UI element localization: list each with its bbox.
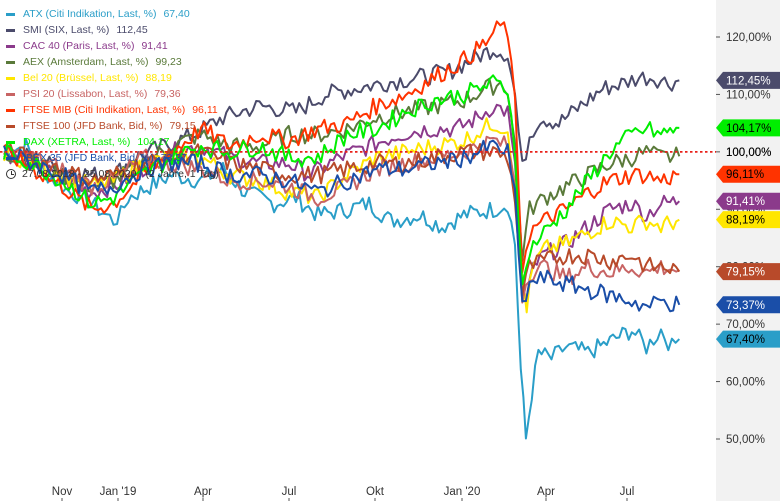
legend-item-5[interactable]: PSI 20 (Lissabon, Last, %) 79,36 [6, 86, 219, 102]
series-layer [3, 20, 681, 440]
legend-swatch [6, 44, 15, 48]
y-tick-label: 100,00% [726, 147, 771, 159]
end-label-reference: 100,00% [726, 147, 771, 159]
legend-item-1[interactable]: SMI (SIX, Last, %) 112,45 [6, 22, 219, 38]
legend-item-6[interactable]: FTSE MIB (Citi Indikation, Last, %) 96,11 [6, 102, 219, 118]
legend-swatch [6, 156, 15, 160]
legend-value: 79,15 [169, 120, 196, 132]
y-tick-label: 70,00% [726, 319, 765, 331]
legend-label: PSI 20 (Lissabon, Last, %) [23, 88, 148, 100]
y-tick-label: 120,00% [726, 32, 771, 44]
legend-label: ATX (Citi Indikation, Last, %) [23, 8, 157, 20]
legend-value: 99,23 [155, 56, 182, 68]
x-tick-label: Apr [537, 486, 555, 498]
legend-swatch [6, 76, 15, 80]
legend-value: 73,37 [160, 152, 187, 164]
end-label-9-badge [716, 296, 780, 314]
series-line-9 [3, 139, 681, 313]
legend-value: 104,17 [137, 136, 170, 148]
legend-swatch [6, 60, 15, 64]
x-tick-label: Jan '20 [444, 486, 481, 498]
legend-label: IBEX 35 (JFD Bank, Bid, %) [23, 152, 154, 164]
legend-value: 88,19 [145, 72, 172, 84]
legend-label: AEX (Amsterdam, Last, %) [23, 56, 149, 68]
date-range-extra: (2 Jahre, 1 Tag) [145, 168, 219, 180]
legend-swatch [6, 92, 15, 96]
end-label-6-badge [716, 165, 780, 183]
end-label-6: 96,11% [726, 169, 764, 181]
x-tick-label: Okt [366, 486, 385, 498]
end-labels: 112,45% 104,17% 100,00% 96,11% 91,41% 88,19% 7… [716, 71, 780, 348]
x-tick-label: Jul [282, 486, 297, 498]
end-label-0-badge [716, 330, 780, 348]
end-label-2-badge [716, 192, 780, 210]
legend-item-4[interactable]: Bel 20 (Brüssel, Last, %) 88,19 [6, 70, 219, 86]
legend-value: 91,41 [141, 40, 168, 52]
y-tick-label: 110,00% [726, 89, 771, 101]
series-line-7 [3, 143, 681, 297]
end-label-8-badge [716, 119, 780, 137]
x-tick-label: Apr [194, 486, 212, 498]
legend-label: FTSE 100 (JFD Bank, Bid, %) [23, 120, 163, 132]
end-label-4: 88,19% [726, 215, 765, 227]
legend-value: 79,36 [154, 88, 181, 100]
series-line-4 [3, 117, 680, 314]
legend-item-7[interactable]: FTSE 100 (JFD Bank, Bid, %) 79,15 [6, 118, 219, 134]
legend-label: DAX (XETRA, Last, %) [23, 136, 131, 148]
legend-swatch [6, 124, 15, 128]
date-range-label: 27.08.2018 - 25.08.2020 [22, 168, 137, 180]
y-tick-label: 50,00% [726, 434, 765, 446]
legend-label: FTSE MIB (Citi Indikation, Last, %) [23, 104, 186, 116]
end-label-8: 104,17% [726, 123, 771, 135]
end-label-1-badge [716, 71, 780, 89]
end-label-1: 112,45% [726, 75, 771, 87]
series-line-8 [3, 74, 680, 286]
legend-swatch [6, 12, 15, 16]
x-tick-label: Nov [52, 486, 73, 498]
end-label-7-badge [716, 263, 780, 281]
legend-item-0[interactable]: ATX (Citi Indikation, Last, %) 67,40 [6, 6, 219, 22]
legend-value: 96,11 [192, 104, 218, 116]
x-tick-label: Jan '19 [100, 486, 137, 498]
legend-swatch [6, 140, 15, 144]
legend-value: 67,40 [163, 8, 190, 20]
legend-label: SMI (SIX, Last, %) [23, 24, 110, 36]
legend-swatch [6, 108, 15, 112]
end-label-9: 73,37% [726, 300, 765, 312]
legend-item-9[interactable]: IBEX 35 (JFD Bank, Bid, %) 73,37 [6, 150, 219, 166]
legend-item-2[interactable]: CAC 40 (Paris, Last, %) 91,41 [6, 38, 219, 54]
date-range: 27.08.2018 - 25.08.2020 (2 Jahre, 1 Tag) [6, 166, 219, 182]
end-label-0: 67,40% [726, 334, 765, 346]
legend-value: 112,45 [116, 24, 148, 36]
end-label-2: 91,41% [726, 196, 765, 208]
x-tick-label: Jul [620, 486, 635, 498]
legend-item-3[interactable]: AEX (Amsterdam, Last, %) 99,23 [6, 54, 219, 70]
series-line-0 [3, 138, 681, 440]
legend: ATX (Citi Indikation, Last, %) 67,40 SMI (… [6, 6, 219, 182]
x-axis: Nov Jan '19 Apr Jul Okt Jan '20 Apr Jul [52, 486, 635, 501]
legend-swatch [6, 28, 15, 32]
legend-item-8[interactable]: DAX (XETRA, Last, %) 104,17 [6, 134, 219, 150]
end-label-7: 79,15% [726, 267, 765, 279]
y-tick-label: 60,00% [726, 377, 765, 389]
legend-label: CAC 40 (Paris, Last, %) [23, 40, 135, 52]
legend-label: Bel 20 (Brüssel, Last, %) [23, 72, 139, 84]
end-label-4-badge [716, 211, 780, 229]
clock-icon [6, 169, 16, 179]
